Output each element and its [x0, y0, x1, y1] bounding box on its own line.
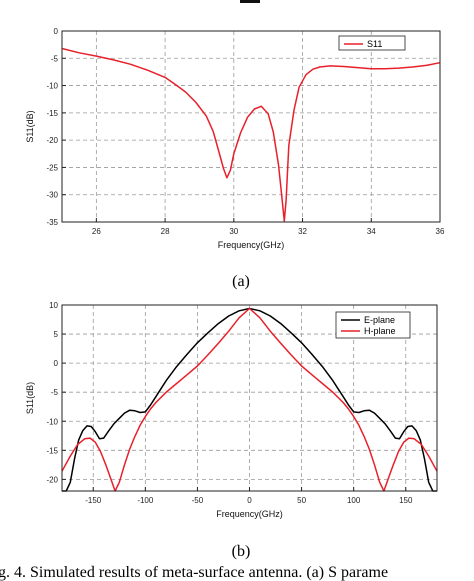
y-tick-label: 10: [49, 301, 58, 310]
x-tick-label: -150: [85, 496, 102, 505]
legend-label: E-plane: [364, 315, 395, 325]
x-tick-label: 34: [367, 227, 376, 236]
x-tick-label: 50: [297, 496, 306, 505]
x-axis-label: Frequency(GHz): [218, 240, 285, 250]
legend-box: [335, 311, 411, 339]
y-tick-label: -10: [46, 82, 58, 91]
x-tick-label: 32: [298, 227, 307, 236]
clipped-title-remnant: [240, 0, 260, 3]
x-tick-label: 30: [229, 227, 238, 236]
y-tick-label: -5: [51, 54, 59, 63]
y-tick-label: 5: [54, 330, 59, 339]
series-line-s11: [61, 47, 441, 222]
legend-box: [338, 35, 406, 51]
x-tick-label: -50: [192, 496, 204, 505]
legend-label: H-plane: [364, 326, 396, 336]
x-tick-label: 26: [92, 227, 101, 236]
y-tick-label: -15: [46, 446, 58, 455]
y-tick-label: -35: [46, 218, 58, 227]
y-tick-label: -10: [46, 417, 58, 426]
figure-caption: g. 4. Simulated results of meta-surface …: [0, 564, 388, 581]
plot-frame: [61, 30, 441, 223]
panel-b-label: (b): [232, 543, 251, 560]
x-axis-label: Frequency(GHz): [216, 509, 283, 519]
panel-b-chart: -150 -100 -50 0 50 100 1501050-5-10-15-20Frequ…: [25, 301, 438, 519]
panel-a-chart: 26 28 30 32 34 36 0 -5 -10 -15 -20 -25 -30 -35 Frequen…: [25, 27, 445, 250]
x-tick-label: 28: [161, 227, 170, 236]
x-tick-label: 150: [399, 496, 413, 505]
y-tick-label: -20: [46, 475, 58, 484]
y-tick-label: 0: [54, 359, 59, 368]
y-tick-label: -30: [46, 191, 58, 200]
y-tick-label: -20: [46, 136, 58, 145]
x-tick-label: 0: [247, 496, 252, 505]
y-tick-label: 0: [54, 27, 59, 36]
y-tick-label: -25: [46, 163, 58, 172]
x-tick-label: 36: [436, 227, 445, 236]
y-tick-label: -5: [51, 388, 59, 397]
y-tick-label: -15: [46, 109, 58, 118]
legend-label: S11: [367, 39, 382, 49]
panel-a-label: (a): [232, 273, 250, 290]
y-axis-label: S11(dB): [25, 382, 35, 414]
series-line-h-plane: [61, 307, 438, 492]
y-axis-label: S11(dB): [25, 110, 35, 142]
x-tick-label: 100: [347, 496, 361, 505]
x-tick-label: -100: [137, 496, 154, 505]
